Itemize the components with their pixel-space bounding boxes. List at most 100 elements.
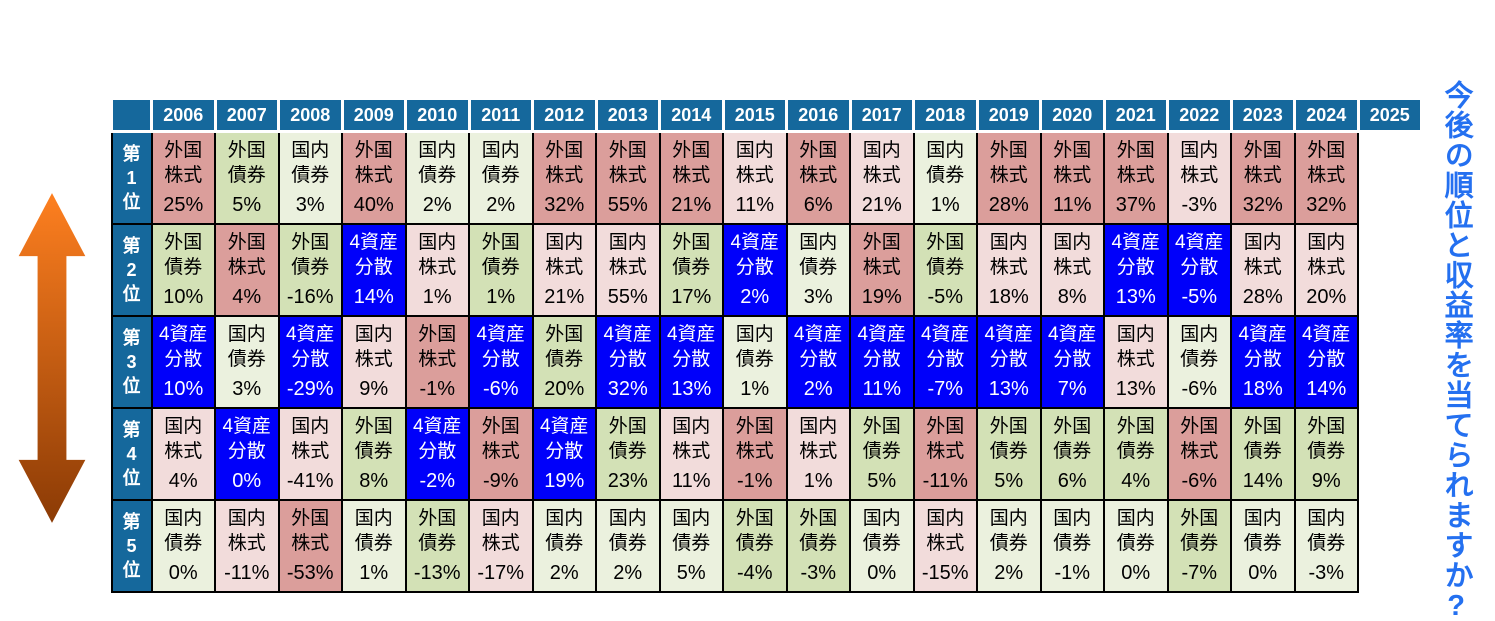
rank-header-5: 第 5 位: [110, 498, 153, 593]
cell-2016-rank3-four_asset: 4資産 分散 2%: [785, 314, 851, 409]
asset-class-name: 国内 株式: [354, 324, 393, 370]
cell-2008-rank5-foreign_stock: 外国 株式 -53%: [277, 498, 343, 593]
return-value: 3%: [295, 194, 325, 217]
return-value: 21%: [861, 194, 902, 217]
return-value: 8%: [1057, 286, 1087, 308]
rank-label-char: 第: [122, 511, 141, 532]
asset-class-name: 外国 株式: [1307, 140, 1346, 187]
cell-2009-rank2-four_asset: 4資産 分散 14%: [341, 222, 407, 317]
cell-2012-rank3-foreign_bond: 外国 債券 20%: [531, 314, 597, 409]
return-value: -16%: [286, 286, 334, 308]
empty-cell-2025: [1358, 407, 1422, 500]
return-value: 0%: [1121, 562, 1151, 584]
return-value: 14%: [1242, 470, 1283, 492]
asset-class-name: 外国 株式: [418, 324, 457, 370]
cell-2017-rank2-foreign_stock: 外国 株式 19%: [849, 222, 915, 317]
side-question-text: 今後の順位と収益率を当てられますか?: [1440, 80, 1473, 621]
cell-2018-rank5-domestic_stock: 国内 株式 -15%: [912, 498, 978, 593]
asset-class-name: 4資産 分散: [285, 324, 335, 370]
return-value: 1%: [422, 286, 452, 308]
cell-2019-rank5-domestic_bond: 国内 債券 2%: [976, 498, 1042, 593]
asset-class-name: 外国 債券: [1053, 416, 1092, 462]
return-value: 5%: [867, 470, 897, 492]
return-value: 20%: [544, 378, 585, 400]
return-value: 11%: [735, 194, 775, 217]
asset-class-name: 国内 株式: [418, 232, 457, 278]
asset-class-name: 外国 債券: [481, 232, 520, 278]
asset-class-name: 4資産 分散: [984, 324, 1034, 370]
cell-2020-rank4-foreign_bond: 外国 債券 6%: [1039, 406, 1105, 501]
return-value: 32%: [607, 378, 648, 400]
return-value: -6%: [1181, 470, 1218, 492]
asset-class-name: 国内 債券: [164, 508, 203, 554]
asset-class-name: 国内 債券: [291, 140, 330, 187]
year-header-2021: 2021: [1102, 97, 1169, 133]
cell-2014-rank3-four_asset: 4資産 分散 13%: [658, 314, 724, 409]
year-header-2012: 2012: [531, 97, 598, 133]
cell-2018-rank4-foreign_stock: 外国 株式 -11%: [912, 406, 978, 501]
cell-2019-rank2-domestic_stock: 国内 株式 18%: [976, 222, 1042, 317]
asset-class-name: 国内 株式: [989, 232, 1028, 278]
asset-class-name: 外国 株式: [1243, 140, 1282, 187]
cell-2024-rank2-domestic_stock: 国内 株式 20%: [1293, 222, 1359, 317]
return-value: 55%: [607, 194, 648, 217]
return-value: 4%: [232, 286, 262, 308]
cell-2024-rank5-domestic_bond: 国内 債券 -3%: [1293, 498, 1359, 593]
year-header-2008: 2008: [277, 97, 344, 133]
return-value: -29%: [286, 378, 334, 400]
rank-label-char: 2: [126, 259, 137, 280]
return-value: 1%: [803, 470, 833, 492]
asset-class-name: 外国 株式: [1180, 416, 1219, 462]
asset-class-name: 国内 株式: [862, 140, 901, 187]
return-value: 18%: [1242, 378, 1283, 400]
asset-class-name: 外国 債券: [735, 508, 774, 554]
asset-class-name: 国内 債券: [1243, 508, 1282, 554]
return-value: 32%: [1242, 194, 1283, 217]
asset-class-name: 外国 株式: [989, 140, 1028, 187]
return-value: 19%: [861, 286, 902, 308]
return-value: -3%: [1181, 194, 1218, 217]
return-value: 11%: [1052, 194, 1092, 217]
year-header-2025: 2025: [1356, 97, 1423, 133]
cell-2010-rank4-four_asset: 4資産 分散 -2%: [404, 406, 470, 501]
asset-returns-ranking-table: 2006 2007 2008 2009 2010 2011 2012 2013 2014 2015…: [110, 97, 1423, 593]
asset-class-name: 外国 株式: [862, 232, 901, 278]
year-header-2018: 2018: [912, 97, 979, 133]
cell-2017-rank1-domestic_stock: 国内 株式 21%: [849, 130, 915, 225]
cell-2006-rank3-four_asset: 4資産 分散 10%: [150, 314, 216, 409]
asset-class-name: 国内 債券: [1180, 324, 1219, 370]
asset-class-name: 国内 株式: [1307, 232, 1346, 278]
cell-2021-rank3-domestic_stock: 国内 株式 13%: [1103, 314, 1169, 409]
return-value: 5%: [676, 562, 706, 584]
return-value: -6%: [482, 378, 519, 400]
return-value: 14%: [353, 286, 394, 308]
cell-2019-rank1-foreign_stock: 外国 株式 28%: [976, 130, 1042, 225]
asset-class-name: 国内 債券: [862, 508, 901, 554]
return-value: 0%: [867, 562, 897, 584]
cell-2013-rank2-domestic_stock: 国内 株式 55%: [595, 222, 661, 317]
cell-2007-rank2-foreign_stock: 外国 株式 4%: [214, 222, 280, 317]
cell-2018-rank2-foreign_bond: 外国 債券 -5%: [912, 222, 978, 317]
cell-2009-rank1-foreign_stock: 外国 株式 40%: [341, 130, 407, 225]
return-value: 14%: [1306, 378, 1347, 400]
cell-2024-rank1-foreign_stock: 外国 株式 32%: [1293, 130, 1359, 225]
cell-2009-rank3-domestic_stock: 国内 株式 9%: [341, 314, 407, 409]
return-value: 21%: [671, 194, 712, 217]
cell-2022-rank3-domestic_bond: 国内 債券 -6%: [1166, 314, 1232, 409]
return-value: 0%: [168, 562, 198, 584]
asset-class-name: 外国 債券: [799, 508, 838, 554]
return-value: 5%: [994, 470, 1024, 492]
year-header-2009: 2009: [340, 97, 407, 133]
return-value: -7%: [1181, 562, 1218, 584]
return-value: 55%: [607, 286, 648, 308]
year-header-2016: 2016: [785, 97, 852, 133]
rank-label-char: 第: [122, 143, 141, 164]
cell-2011-rank3-four_asset: 4資産 分散 -6%: [468, 314, 534, 409]
return-value: -5%: [1181, 286, 1218, 308]
rank-label-char: 位: [122, 467, 141, 488]
asset-class-name: 国内 株式: [291, 416, 330, 462]
year-header-2010: 2010: [404, 97, 471, 133]
cell-2023-rank2-domestic_stock: 国内 株式 28%: [1230, 222, 1296, 317]
asset-class-name: 国内 債券: [418, 140, 457, 187]
asset-class-name: 外国 債券: [989, 416, 1028, 462]
